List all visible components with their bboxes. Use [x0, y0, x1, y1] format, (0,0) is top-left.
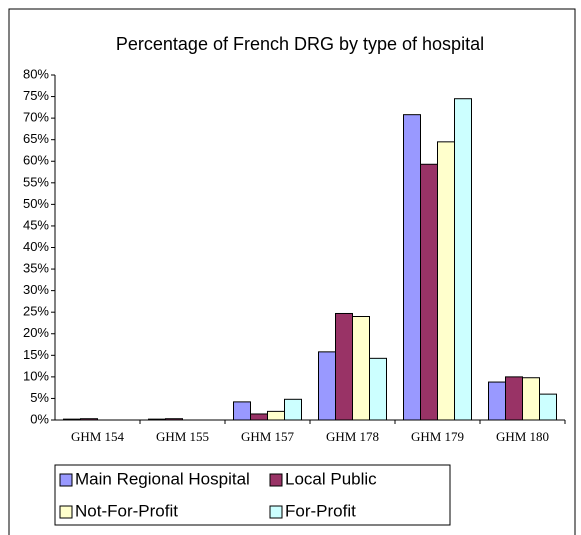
bar: [267, 410, 285, 421]
bar: [335, 312, 353, 421]
bar: [505, 376, 523, 421]
x-tick-label: GHM 180: [496, 429, 549, 444]
y-tick-label: 40%: [23, 239, 49, 254]
x-tick-label: GHM 178: [326, 429, 379, 444]
chart-title: Percentage of French DRG by type of hosp…: [116, 34, 484, 54]
y-tick-label: 20%: [23, 325, 49, 340]
y-tick-label: 10%: [23, 368, 49, 383]
legend-swatch: [59, 473, 73, 487]
y-tick-label: 35%: [23, 261, 49, 276]
legend-swatch: [59, 505, 73, 519]
bar: [284, 398, 302, 421]
bar: [233, 401, 251, 421]
y-tick-label: 50%: [23, 196, 49, 211]
legend-swatch: [269, 505, 283, 519]
y-tick-label: 30%: [23, 282, 49, 297]
bar: [80, 418, 98, 421]
legend-label: Local Public: [285, 469, 377, 488]
x-tick-label: GHM 179: [411, 429, 464, 444]
y-tick-label: 45%: [23, 217, 49, 232]
bar: [318, 351, 336, 421]
y-tick-label: 55%: [23, 174, 49, 189]
y-tick-label: 80%: [23, 66, 49, 81]
bar: [420, 163, 438, 421]
bar: [403, 114, 421, 421]
x-tick-label: GHM 155: [156, 429, 209, 444]
bar: [522, 377, 540, 421]
legend-label: Not-For-Profit: [75, 501, 178, 520]
legend-swatch: [269, 473, 283, 487]
bar: [250, 413, 268, 421]
bar: [488, 381, 506, 421]
y-tick-label: 70%: [23, 110, 49, 125]
bar: [369, 357, 387, 421]
bar: [437, 141, 455, 421]
x-tick-label: GHM 154: [71, 429, 125, 444]
y-tick-label: 5%: [30, 390, 49, 405]
bar: [165, 418, 183, 421]
y-tick-label: 65%: [23, 131, 49, 146]
bar: [63, 418, 81, 421]
y-tick-label: 25%: [23, 304, 49, 319]
bar: [148, 418, 166, 421]
bar: [539, 393, 557, 421]
y-tick-label: 60%: [23, 153, 49, 168]
chart-frame: [8, 8, 576, 535]
y-tick-label: 75%: [23, 88, 49, 103]
bar: [352, 316, 370, 421]
legend-label: Main Regional Hospital: [75, 469, 250, 488]
y-tick-label: 15%: [23, 347, 49, 362]
x-tick-label: GHM 157: [241, 429, 295, 444]
y-tick-label: 0%: [30, 411, 49, 426]
legend-label: For-Profit: [285, 501, 356, 520]
bar: [454, 98, 472, 421]
legend-box: [54, 464, 451, 526]
